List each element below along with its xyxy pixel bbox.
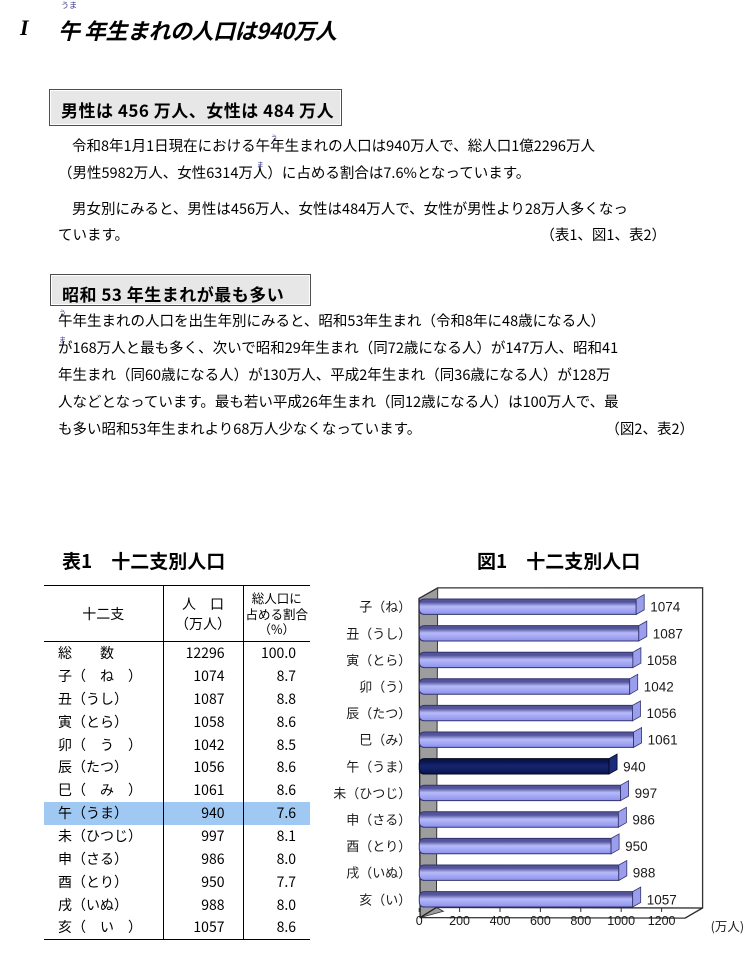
svg-text:400: 400 <box>490 914 511 928</box>
svg-text:1056: 1056 <box>647 706 677 721</box>
svg-text:800: 800 <box>570 914 591 928</box>
svg-text:950: 950 <box>625 839 648 854</box>
svg-text:1000: 1000 <box>607 914 635 928</box>
svg-text:200: 200 <box>449 914 470 928</box>
svg-text:0: 0 <box>416 914 423 928</box>
svg-text:600: 600 <box>530 914 551 928</box>
svg-text:986: 986 <box>632 813 655 828</box>
svg-text:1200: 1200 <box>648 914 676 928</box>
svg-text:丑（うし）: 丑（うし） <box>346 623 411 642</box>
svg-text:940: 940 <box>623 759 646 774</box>
svg-text:午（うま）: 午（うま） <box>346 756 411 775</box>
svg-text:未（ひつじ）: 未（ひつじ） <box>333 783 411 802</box>
svg-text:1058: 1058 <box>647 653 677 668</box>
svg-text:1061: 1061 <box>648 733 678 748</box>
svg-text:申（さる）: 申（さる） <box>346 810 411 829</box>
svg-text:997: 997 <box>635 786 658 801</box>
svg-text:(万人): (万人) <box>711 916 744 935</box>
svg-text:戌（いぬ）: 戌（いぬ） <box>346 863 411 882</box>
svg-text:1057: 1057 <box>647 892 677 907</box>
svg-text:辰（たつ）: 辰（たつ） <box>346 703 411 722</box>
svg-text:巳（み）: 巳（み） <box>359 730 411 749</box>
svg-text:子（ね）: 子（ね） <box>359 597 411 616</box>
svg-text:1087: 1087 <box>653 626 683 641</box>
svg-text:1074: 1074 <box>650 600 681 615</box>
svg-text:988: 988 <box>633 866 656 881</box>
svg-text:卯（う）: 卯（う） <box>359 677 411 696</box>
svg-text:酉（とり）: 酉（とり） <box>346 836 411 855</box>
svg-text:寅（とら）: 寅（とら） <box>346 650 411 669</box>
svg-text:亥（い）: 亥（い） <box>359 889 411 908</box>
svg-text:1042: 1042 <box>644 680 674 695</box>
